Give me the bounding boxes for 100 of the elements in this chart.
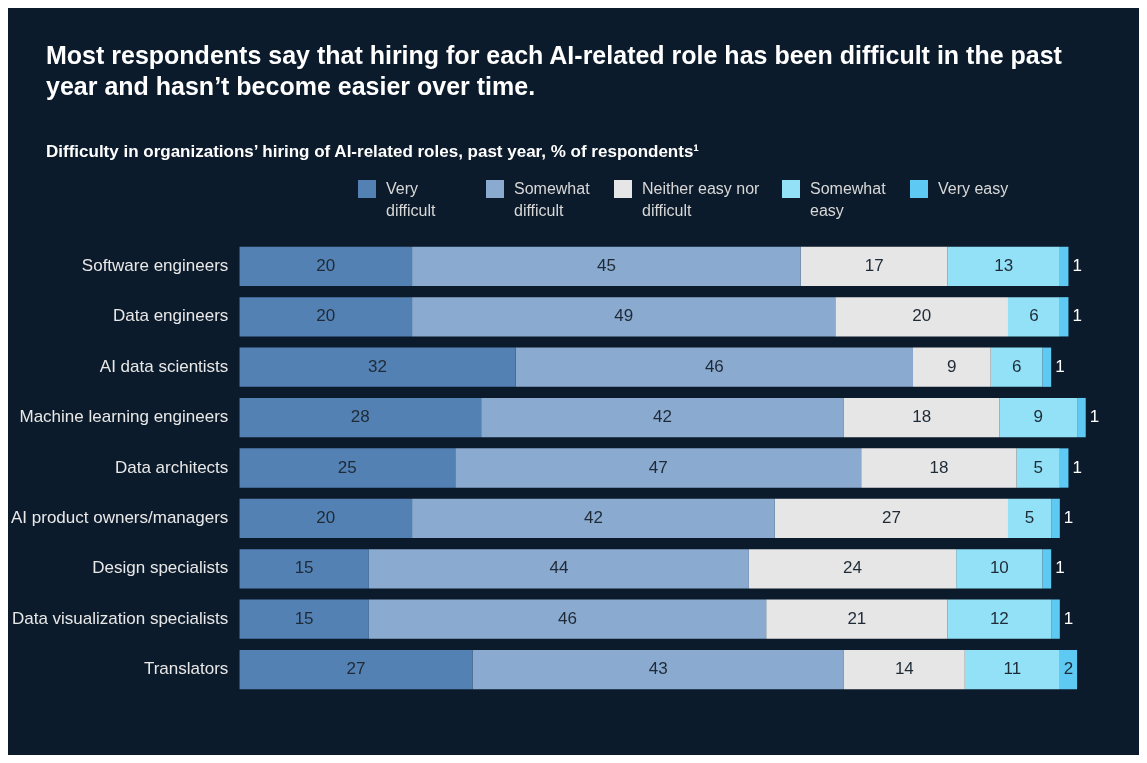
bar [861, 448, 1017, 488]
legend-label: Very easy [938, 179, 1010, 199]
chart-subtitle: Difficulty in organizations’ hiring of AI-related roles, past year, % of respondents¹ [46, 142, 701, 162]
legend-label: Very difficult [386, 179, 437, 221]
y-tick-label: Design specialists [92, 558, 229, 578]
data-label: 21 [847, 608, 867, 628]
bar [835, 297, 1008, 337]
bar [412, 498, 775, 539]
y-tick-label: Data architects [114, 457, 229, 477]
data-label: 42 [583, 508, 603, 528]
data-label: 11 [1003, 659, 1022, 679]
data-label: 28 [350, 407, 370, 427]
data-label: 5 [1033, 457, 1043, 477]
data-label: 6 [1011, 356, 1022, 376]
y-tick-label: Data visualization specialists [11, 608, 229, 628]
bar [843, 397, 1000, 438]
data-label: 6 [1029, 306, 1039, 326]
bar [990, 347, 1043, 387]
data-label: 18 [912, 407, 932, 427]
bar [947, 246, 1060, 287]
data-label: 17 [864, 256, 884, 276]
bar [1059, 448, 1069, 488]
data-label: 24 [843, 558, 862, 578]
data-label: 1 [1055, 356, 1065, 376]
bar [368, 549, 749, 589]
bar [368, 599, 767, 639]
bar [1016, 448, 1060, 488]
data-label: 15 [294, 608, 314, 628]
bar [239, 599, 369, 639]
bar [1008, 297, 1060, 337]
bar [515, 347, 913, 387]
bar [956, 549, 1043, 589]
bar [239, 246, 413, 287]
bar [774, 498, 1008, 539]
data-label: 27 [346, 659, 366, 679]
data-label: 1 [1063, 608, 1074, 628]
data-label: 20 [912, 306, 932, 326]
bar [766, 599, 948, 639]
bar [239, 549, 369, 589]
data-label: 20 [316, 508, 336, 528]
legend-label: Somewhat difficult [514, 179, 591, 221]
data-label: 2 [1063, 659, 1074, 679]
data-label: 45 [596, 256, 616, 276]
data-label: 42 [653, 407, 672, 427]
bar [239, 649, 473, 690]
data-label: 47 [648, 457, 668, 477]
bar [239, 448, 456, 488]
bar [1042, 347, 1052, 387]
chart-title: Most respondents say that hiring for each AI-related role has been difficult in the past year and hasn’t become easier over time. [46, 40, 1063, 102]
data-label: 12 [989, 608, 1009, 628]
data-label: 27 [881, 508, 901, 528]
legend-label: Neither easy nor difficult [642, 179, 761, 221]
bar [1077, 397, 1086, 438]
data-label: 9 [1033, 407, 1043, 427]
bar [800, 246, 948, 287]
data-label: 43 [648, 659, 668, 679]
bar [1051, 498, 1060, 539]
data-label: 44 [549, 558, 569, 578]
bar [912, 347, 991, 387]
y-tick-label: Data engineers [113, 306, 229, 326]
bar [472, 649, 844, 690]
bar [481, 397, 844, 438]
y-tick-label: AI data scientists [99, 356, 229, 376]
y-tick-label: Software engineers [81, 256, 229, 276]
y-tick-label: Machine learning engineers [19, 407, 229, 427]
bar [239, 498, 413, 539]
bar [239, 297, 413, 337]
data-label: 20 [316, 306, 336, 326]
bar [1051, 599, 1060, 639]
data-label: 1 [1072, 457, 1082, 477]
bar [1059, 297, 1069, 337]
bar [843, 649, 965, 690]
data-label: 25 [337, 457, 357, 477]
data-label: 46 [558, 608, 577, 628]
data-label: 15 [294, 558, 314, 578]
bar [1008, 498, 1052, 539]
y-tick-label: Translators [143, 659, 229, 679]
data-label: 9 [947, 356, 957, 376]
bar [412, 246, 801, 287]
data-label: 1 [1055, 558, 1065, 578]
data-label: 18 [929, 457, 949, 477]
bar [455, 448, 862, 488]
data-label: 14 [894, 659, 914, 679]
bar [1042, 549, 1052, 589]
bar [748, 549, 957, 589]
data-label: 13 [994, 256, 1014, 276]
data-label: 32 [368, 356, 387, 376]
data-label: 1 [1089, 407, 1100, 427]
bar [999, 397, 1078, 438]
data-label: 46 [704, 356, 724, 376]
data-label: 1 [1063, 508, 1074, 528]
bar [1059, 246, 1069, 287]
data-label: 10 [989, 558, 1009, 578]
data-label: 20 [316, 256, 336, 276]
bar [239, 347, 516, 387]
bar [964, 649, 1060, 690]
bar [947, 599, 1052, 639]
legend-label: Somewhat easy [810, 179, 887, 221]
data-label: 5 [1024, 508, 1035, 528]
bar [239, 397, 482, 438]
